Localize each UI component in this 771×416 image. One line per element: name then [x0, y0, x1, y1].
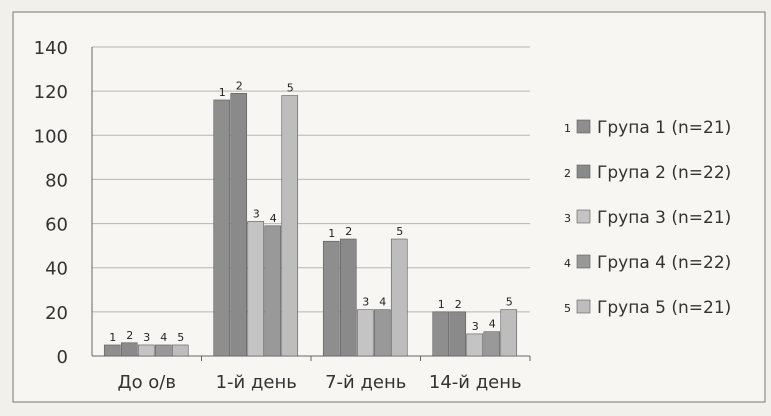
legend-entry: Група 4 (n=22): [597, 253, 731, 273]
y-tick-label: 60: [45, 215, 68, 236]
legend-entry: Група 3 (n=21): [597, 208, 731, 228]
x-tick-label: 7-й день: [325, 372, 406, 393]
bar-label: 2: [345, 225, 352, 238]
bar: [466, 333, 484, 357]
bar-label: 4: [270, 212, 277, 225]
bar: [171, 344, 189, 357]
bar: [137, 344, 155, 357]
legend-swatch: [576, 164, 591, 179]
y-tick-label: 80: [45, 170, 68, 191]
bar-label: 3: [253, 207, 260, 220]
bar: [483, 331, 501, 357]
bar-label: 4: [379, 296, 386, 309]
legend-marker-label: 3: [564, 212, 571, 225]
legend-entry: Група 1 (n=21): [597, 118, 731, 138]
bar: [120, 342, 138, 357]
bar: [356, 309, 374, 357]
y-tick-label: 20: [45, 303, 68, 324]
bar-label: 2: [236, 79, 243, 92]
bar-label: 2: [126, 329, 133, 342]
bar: [373, 309, 391, 357]
bar-label: 1: [438, 298, 445, 311]
bar: [230, 93, 248, 357]
bar: [247, 221, 265, 357]
bar-label: 1: [328, 227, 335, 240]
bars: [103, 93, 518, 357]
bar-label: 5: [287, 82, 294, 95]
bar: [339, 238, 357, 357]
bar-label: 3: [362, 296, 369, 309]
bar-label: 5: [396, 225, 403, 238]
bar-label: 1: [219, 86, 226, 99]
legend-entry: Група 5 (n=21): [597, 298, 731, 318]
bar-label: 3: [472, 320, 479, 333]
bar: [213, 99, 231, 357]
y-tick-label: 40: [45, 259, 68, 280]
bar: [432, 311, 450, 357]
legend-marker-label: 1: [564, 122, 571, 135]
bar-label: 3: [143, 331, 150, 344]
bar-label: 4: [160, 331, 167, 344]
x-tick-label: 1-й день: [216, 372, 297, 393]
bar: [103, 344, 121, 357]
bar: [154, 344, 172, 357]
x-axis: До о/в 1-й день 7-й день 14-й день: [118, 372, 522, 393]
legend-marker-label: 4: [564, 257, 571, 270]
legend-swatch: [576, 209, 591, 224]
bar-label: 4: [489, 318, 496, 331]
bar: [281, 95, 299, 357]
legend-entry: Група 2 (n=22): [597, 163, 731, 183]
legend-marker-label: 5: [564, 302, 571, 315]
bar-label: 1: [109, 331, 116, 344]
bar: [390, 238, 408, 357]
bar: [264, 225, 282, 357]
x-tick-label: 14-й день: [429, 372, 522, 393]
bar: [449, 311, 467, 357]
x-tick-label: До о/в: [118, 372, 176, 393]
legend: 1 Група 1 (n=21) 2 Група 2 (n=22) 3 Група 3 (…: [564, 118, 731, 318]
y-tick-label: 100: [34, 126, 68, 147]
y-tick-label: 0: [57, 347, 68, 368]
legend-swatch: [576, 254, 591, 269]
legend-swatch: [576, 119, 591, 134]
bar-label: 5: [506, 296, 513, 309]
legend-swatch: [576, 299, 591, 314]
y-tick-label: 140: [34, 38, 68, 59]
bar-label: 2: [455, 298, 462, 311]
bar-label: 5: [177, 331, 184, 344]
y-axis: 0 20 40 60 80 100 120 140: [34, 38, 68, 368]
bar: [500, 309, 518, 357]
legend-marker-label: 2: [564, 167, 571, 180]
y-tick-label: 120: [34, 82, 68, 103]
bar: [322, 240, 340, 357]
